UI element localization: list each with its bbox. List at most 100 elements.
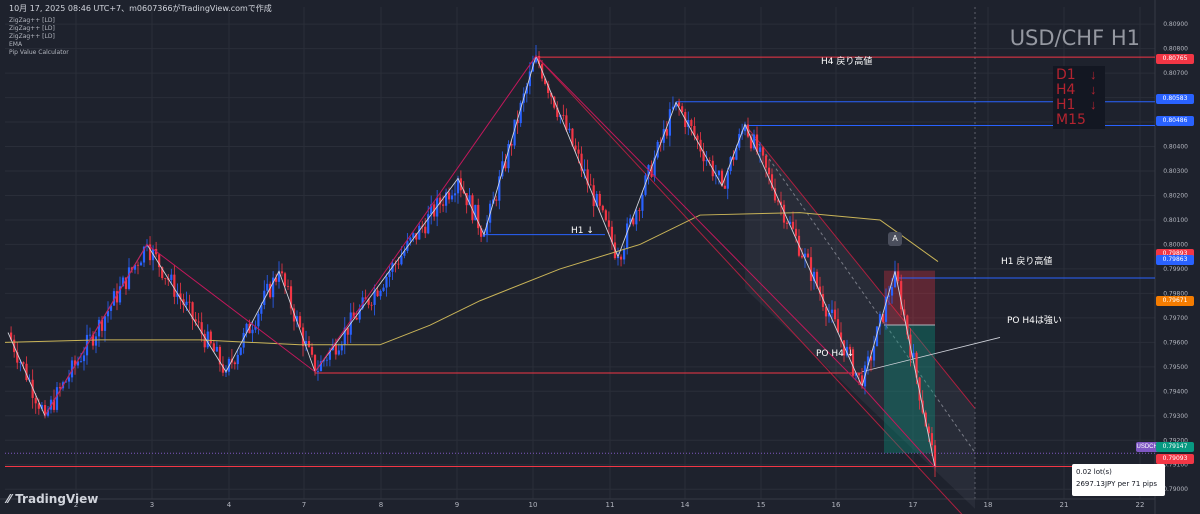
short-position-tool[interactable]	[884, 270, 935, 454]
y-tick-label: 0.79400	[1163, 388, 1188, 395]
candle-body	[274, 277, 278, 282]
x-tick-label: 9	[455, 501, 459, 509]
candle-body	[283, 273, 287, 287]
candle-body	[903, 309, 906, 316]
candle-body	[495, 199, 498, 201]
candle-body	[179, 293, 182, 300]
candle-body	[571, 128, 574, 146]
candle-body	[650, 165, 653, 177]
candle-body	[328, 350, 331, 360]
candle-body	[46, 409, 50, 416]
candle-body	[385, 276, 388, 288]
candle-body	[206, 331, 209, 348]
candle-body	[516, 119, 519, 124]
candle-body	[170, 274, 173, 281]
candle-body	[444, 192, 448, 206]
x-tick-label: 17	[909, 501, 918, 509]
tradingview-logo[interactable]: ⁄⁄ TradingView	[7, 492, 98, 506]
candle-body	[409, 237, 412, 241]
candle-body	[720, 170, 724, 186]
x-tick-label: 8	[379, 501, 383, 509]
candle-body	[191, 302, 194, 320]
candle-body	[412, 233, 415, 238]
candle-body	[16, 352, 19, 363]
candle-body	[749, 136, 753, 149]
candle-body	[352, 312, 355, 318]
candle-body	[653, 157, 656, 177]
zigzag-major	[44, 55, 936, 468]
channel-upper-line	[744, 124, 976, 409]
candle-body	[25, 363, 28, 381]
candle-body	[547, 83, 550, 94]
indicator-zigzag-1[interactable]: ZigZag++ [LD]	[9, 17, 55, 24]
candle-body	[139, 262, 143, 266]
indicator-zigzag-3[interactable]: ZigZag++ [LD]	[9, 33, 55, 40]
candle-body	[337, 350, 340, 355]
price-label-0-79093: 0.79093	[1156, 454, 1194, 464]
tf-label-m15: M15	[1056, 112, 1086, 128]
annotation-h1-low[interactable]: H1 ↓	[571, 226, 594, 236]
candle-body	[854, 372, 858, 376]
annotation-po-strong[interactable]: PO H4は強い	[1007, 316, 1062, 326]
candle-body	[322, 360, 326, 362]
price-label-entry: 0.79671	[1156, 296, 1194, 306]
candle-body	[447, 192, 451, 200]
x-tick-label: 4	[227, 501, 232, 509]
candle-body	[626, 223, 629, 249]
candle-body	[893, 271, 897, 288]
candle-body	[185, 301, 188, 306]
zigzag-lines	[7, 54, 936, 468]
candle-body	[130, 267, 134, 270]
candle-body	[148, 244, 152, 261]
candle-body	[209, 331, 212, 344]
annotation-po-h4[interactable]: PO H4 ↓	[816, 349, 855, 359]
tf-arrow-d1: ↓	[1090, 67, 1097, 82]
candle-body	[761, 147, 765, 156]
candle-body	[708, 160, 711, 161]
candle-body	[239, 347, 242, 355]
indicator-pip-value[interactable]: Pip Value Calculator	[9, 49, 69, 56]
symbol-watermark: USD/CHF H1	[1009, 26, 1140, 50]
candle-body	[49, 399, 53, 410]
candle-body	[58, 387, 62, 389]
annotation-h1-high[interactable]: H1 戻り高値	[1001, 257, 1053, 267]
candle-body	[580, 153, 583, 171]
candle-body	[556, 107, 559, 117]
candle-body	[221, 364, 225, 373]
candle-body	[67, 377, 71, 382]
indicator-zigzag-2[interactable]: ZigZag++ [LD]	[9, 25, 55, 32]
candle-body	[133, 264, 137, 270]
candle-body	[103, 316, 107, 331]
candle-body	[176, 293, 179, 297]
timeframe-trend-box	[1053, 66, 1105, 129]
candle-body	[644, 175, 647, 195]
candle-body	[681, 106, 684, 113]
candle-body	[550, 93, 553, 97]
marker-a[interactable]: A	[888, 232, 902, 246]
candle-body	[248, 323, 251, 334]
candle-body	[705, 160, 708, 162]
price-label-stop: 0.79893	[1156, 249, 1194, 259]
indicator-ema[interactable]: EMA	[9, 41, 23, 48]
candle-body	[121, 277, 125, 287]
candle-body	[22, 362, 25, 364]
candle-body	[215, 346, 218, 352]
candle-body	[182, 299, 185, 306]
candle-body	[376, 290, 379, 297]
candle-body	[779, 201, 783, 205]
candle-body	[510, 144, 513, 146]
chart-header-title: 10月 17, 2025 08:46 UTC+7、m0607366がTradin…	[9, 4, 272, 13]
channel-mid-line	[744, 124, 976, 453]
candle-body	[254, 326, 257, 330]
candle-body	[439, 197, 442, 205]
candle-body	[890, 287, 894, 296]
candle-body	[164, 278, 167, 279]
candle-body	[743, 124, 747, 132]
candle-body	[875, 326, 879, 347]
candle-body	[34, 397, 37, 404]
annotation-h4-high[interactable]: H4 戻り高値	[821, 57, 873, 67]
candle-body	[450, 195, 454, 200]
candle-body	[106, 310, 110, 317]
time-axis[interactable]: 2 3 4 7 8 9 10 11 14 15 16 17 18 21 22	[74, 501, 1145, 509]
